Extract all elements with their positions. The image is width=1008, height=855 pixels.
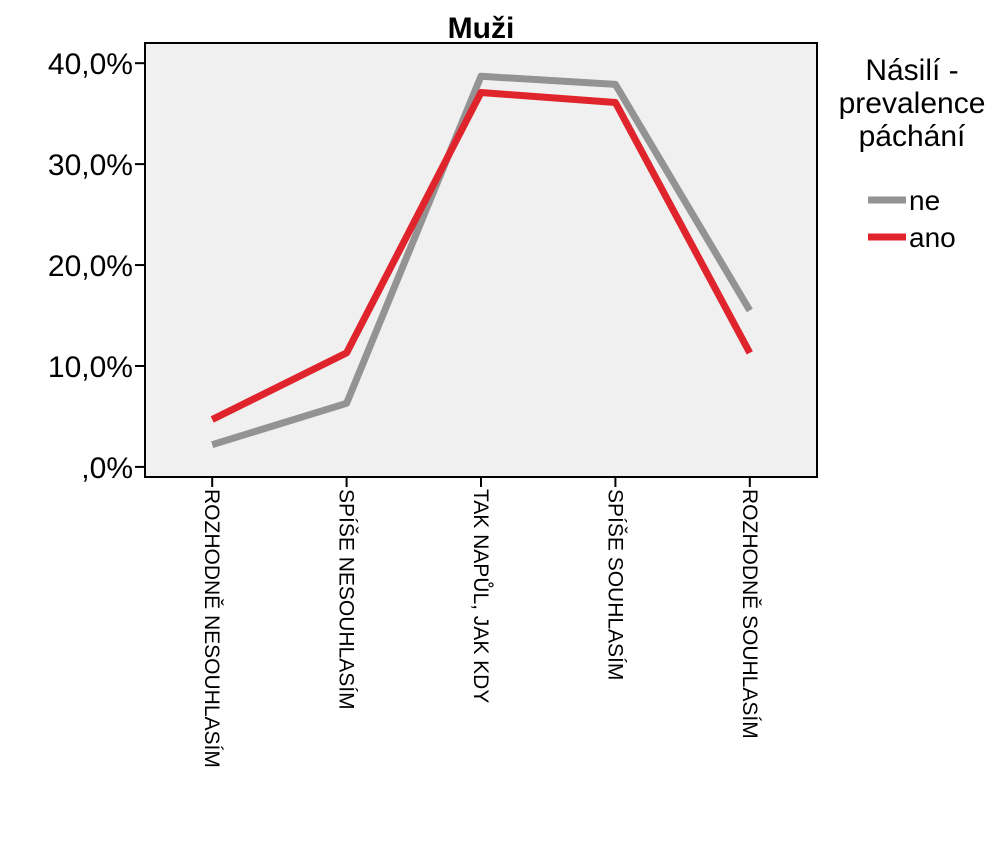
y-axis: 40,0% 30,0% 20,0% 10,0% ,0% xyxy=(48,48,145,485)
y-tick-label: 30,0% xyxy=(48,149,133,182)
legend-title: Násilí - xyxy=(865,54,958,87)
x-tick-label: TAK NAPŮL, JAK KDY xyxy=(469,489,493,703)
legend-label-ano: ano xyxy=(909,222,956,253)
legend-label-ne: ne xyxy=(909,185,940,216)
x-tick-label: ROZHODNĚ SOUHLASÍM xyxy=(738,489,761,739)
series-line-ne xyxy=(211,72,753,449)
plot-area xyxy=(144,42,818,478)
x-tick-label: ROZHODNĚ NESOUHLASÍM xyxy=(200,489,223,768)
x-axis: ROZHODNĚ NESOUHLASÍM SPÍŠE NESOUHLASÍM TAK… xyxy=(200,477,761,768)
series-layer xyxy=(210,72,753,449)
y-tick-label: ,0% xyxy=(81,452,133,485)
x-tick-label: SPÍŠE SOUHLASÍM xyxy=(603,489,626,680)
legend-title: páchání xyxy=(859,120,966,153)
x-tick-label: SPÍŠE NESOUHLASÍM xyxy=(335,489,358,710)
y-tick-label: 10,0% xyxy=(48,351,133,384)
legend-title: prevalence xyxy=(839,87,986,120)
y-tick-label: 40,0% xyxy=(48,48,133,81)
chart-title: Muži xyxy=(448,12,515,45)
series-line-ano xyxy=(210,89,753,423)
y-tick-label: 20,0% xyxy=(48,250,133,283)
